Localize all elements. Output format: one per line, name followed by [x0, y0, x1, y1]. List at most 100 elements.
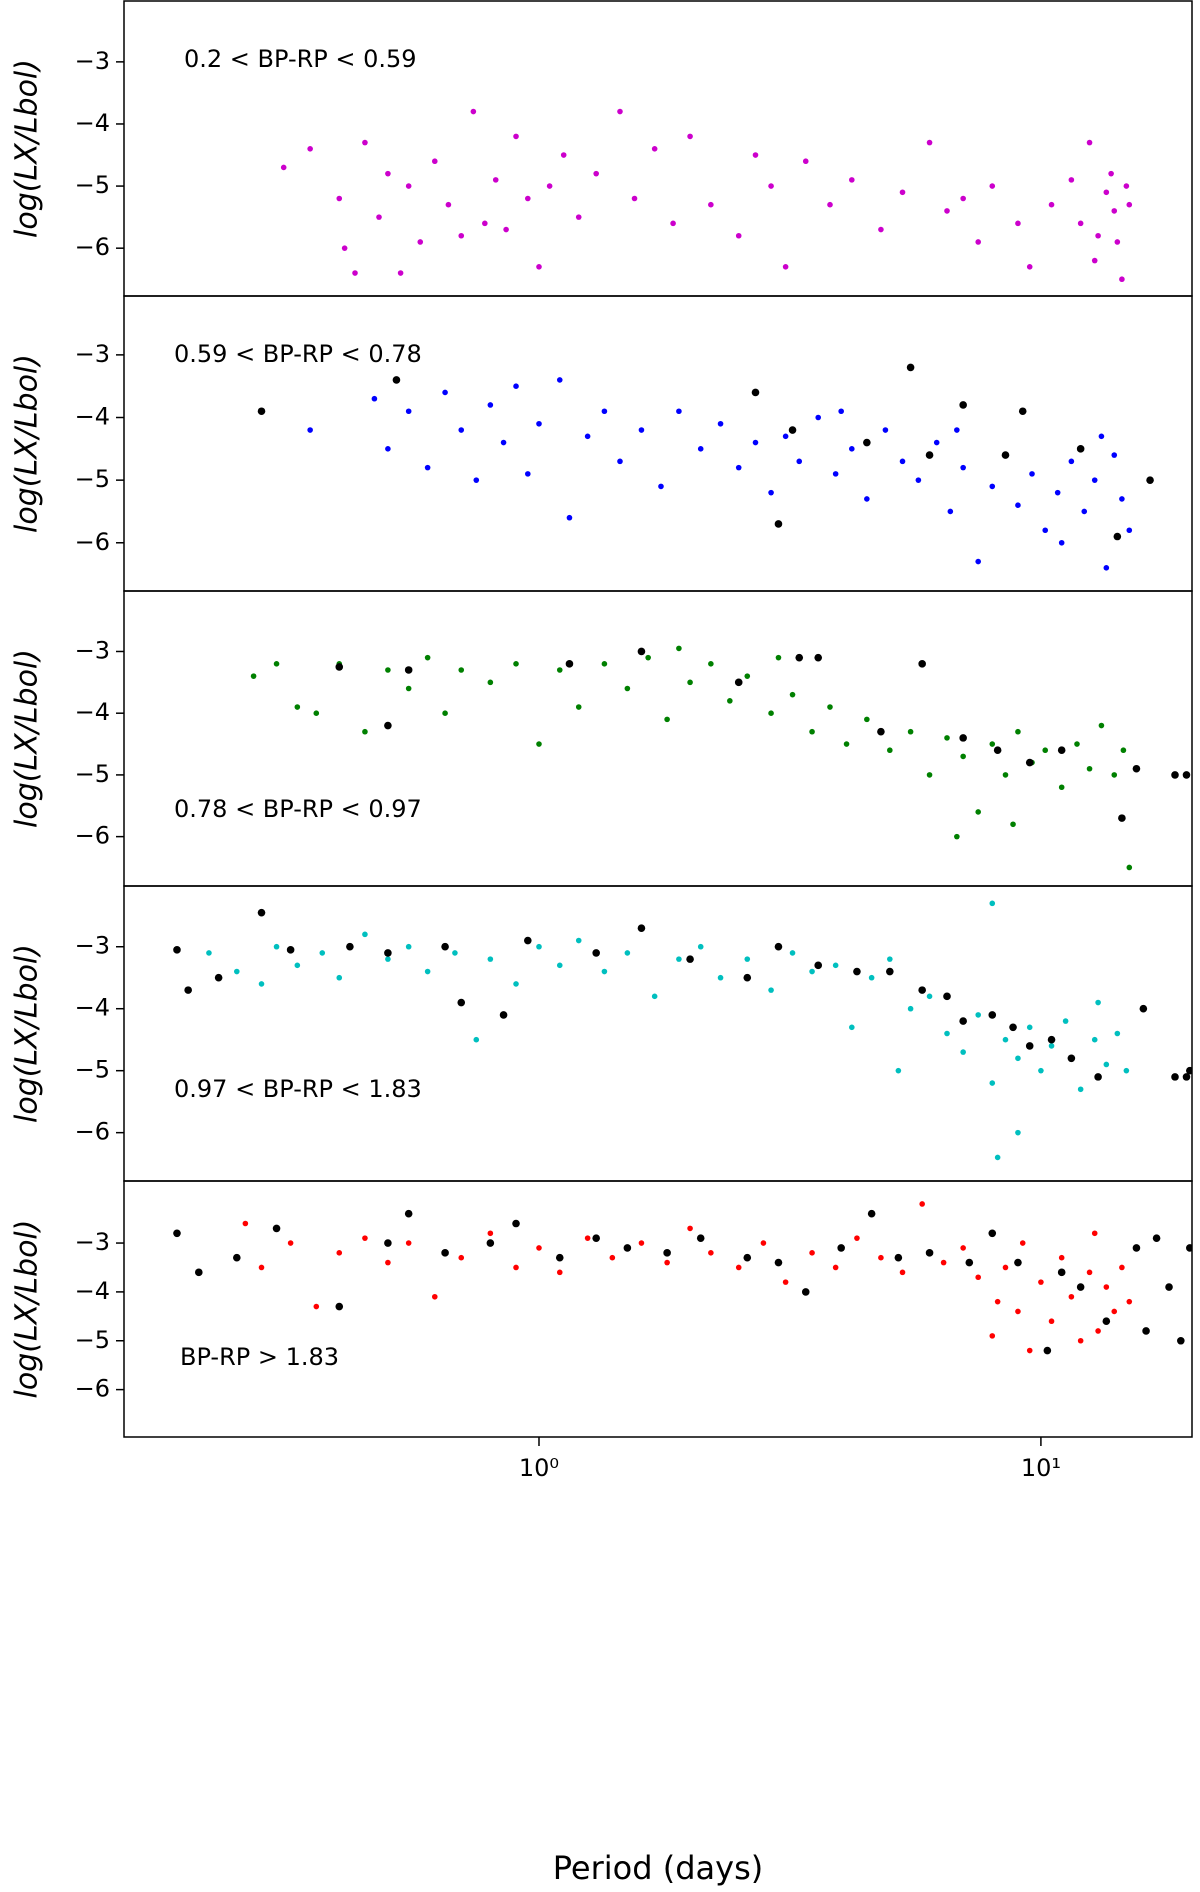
point	[1086, 1269, 1093, 1276]
point	[975, 809, 981, 815]
point	[385, 170, 391, 177]
y-tick-label: −6	[75, 1118, 110, 1146]
point	[556, 667, 563, 673]
point	[1126, 201, 1133, 208]
point	[809, 728, 815, 735]
point	[536, 1245, 542, 1251]
point	[1054, 489, 1061, 496]
point	[1042, 527, 1049, 534]
point	[687, 1225, 693, 1232]
point	[1114, 239, 1121, 245]
point	[335, 663, 344, 671]
point	[1091, 1036, 1098, 1043]
point	[664, 1259, 670, 1266]
point	[1029, 471, 1035, 477]
point	[809, 1250, 815, 1256]
point	[1026, 264, 1033, 270]
point	[1146, 476, 1154, 484]
point	[959, 734, 967, 742]
point	[1025, 1042, 1034, 1050]
point	[774, 520, 783, 528]
point	[513, 1264, 519, 1271]
point	[975, 1012, 981, 1018]
point	[676, 645, 682, 652]
point	[882, 427, 889, 433]
point	[1123, 183, 1130, 189]
y-tick-label: −5	[75, 465, 110, 493]
point	[989, 900, 996, 907]
point	[768, 183, 774, 189]
point	[907, 728, 914, 735]
point	[994, 1154, 1001, 1161]
point	[899, 189, 906, 196]
point	[1015, 728, 1021, 735]
point	[1001, 451, 1010, 459]
y-tick-label: −4	[75, 994, 110, 1022]
y-tick-label: −5	[75, 1056, 110, 1084]
y-tick-label: −5	[75, 760, 110, 788]
point	[458, 232, 465, 239]
y-axis-label: log(LX/Lbol)	[10, 944, 45, 1123]
point	[878, 226, 884, 233]
plot-area	[173, 900, 1192, 1161]
point	[887, 956, 893, 962]
point	[1010, 821, 1016, 828]
y-tick-label: −6	[75, 822, 110, 850]
point	[638, 1240, 645, 1246]
point	[499, 1011, 508, 1019]
point	[954, 427, 960, 433]
point	[687, 133, 693, 140]
point	[751, 388, 760, 397]
point	[906, 363, 915, 372]
point	[362, 728, 368, 735]
plot-area	[250, 645, 1191, 871]
point	[513, 133, 519, 140]
point	[482, 220, 488, 227]
point	[617, 108, 623, 115]
point	[536, 264, 542, 270]
point	[473, 1036, 480, 1043]
point	[376, 214, 382, 220]
point	[503, 226, 509, 233]
point	[473, 477, 480, 483]
point	[1019, 1240, 1026, 1246]
point	[988, 1229, 997, 1238]
point	[1114, 1030, 1121, 1037]
point	[663, 1249, 671, 1257]
point	[919, 1201, 925, 1207]
point	[371, 395, 378, 402]
point	[1068, 177, 1075, 183]
point	[1038, 1067, 1044, 1074]
point	[907, 1005, 914, 1012]
y-tick-label: −5	[75, 171, 110, 199]
point	[1077, 1086, 1084, 1093]
y-tick-label: −4	[75, 698, 110, 726]
point	[832, 962, 839, 969]
point	[795, 653, 804, 662]
point	[250, 673, 257, 679]
y-axis-label: log(LX/Lbol)	[10, 59, 45, 238]
point	[445, 201, 452, 208]
point	[536, 420, 542, 427]
point	[1108, 170, 1114, 177]
point	[1077, 1337, 1084, 1344]
point	[1119, 1264, 1125, 1271]
point	[1118, 814, 1126, 822]
point	[988, 1011, 997, 1019]
point	[1103, 1284, 1110, 1290]
point	[1009, 1023, 1017, 1032]
point	[1126, 527, 1133, 534]
point	[782, 433, 789, 440]
point	[849, 177, 855, 183]
point	[566, 514, 573, 521]
point	[384, 949, 392, 957]
panel-frame	[123, 885, 1193, 1182]
point	[424, 464, 431, 471]
point	[584, 1235, 591, 1241]
point	[827, 201, 833, 208]
point	[853, 967, 861, 976]
point	[1076, 445, 1085, 453]
plot-area	[173, 1201, 1192, 1355]
point	[960, 195, 966, 202]
